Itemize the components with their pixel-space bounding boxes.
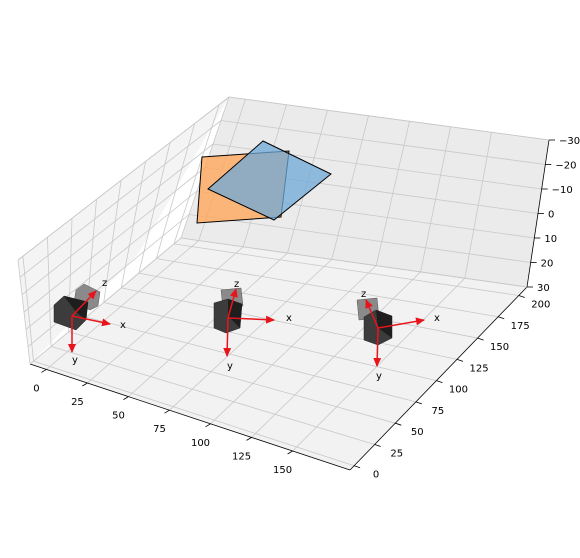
y-tick-mark: [374, 444, 381, 447]
x-axis-label: x: [120, 320, 126, 331]
pane-edge: [17, 259, 31, 365]
x-tick-label: 75: [153, 424, 166, 435]
y-tick-label: 25: [390, 448, 403, 459]
y-grid-line: [121, 287, 458, 360]
z-tick-label: 10: [544, 234, 557, 245]
z-tick-label: 0: [548, 210, 554, 221]
z-axis-label: z: [361, 289, 366, 300]
z-grid-line: [188, 214, 531, 263]
camera-frame-2: x y z: [213, 279, 292, 372]
y-tick-mark: [353, 465, 361, 469]
z-tick-label: −20: [555, 161, 576, 172]
z-grid-line-wall: [27, 214, 190, 347]
y-grid-line: [68, 331, 396, 424]
x-axis-line: [29, 363, 351, 471]
pane-left: [18, 97, 229, 364]
y-tick-mark: [415, 401, 422, 405]
z-axis-arrow: [227, 288, 238, 319]
y-tick-mark: [477, 337, 484, 341]
x-tick-label: 50: [112, 411, 125, 422]
y-tick-mark: [498, 316, 505, 320]
camera-frame-3: x y z: [356, 289, 440, 382]
z-grid-line-wall: [23, 167, 206, 313]
y-grid-line: [50, 346, 375, 445]
z-axis-arrow: [365, 299, 379, 329]
x-grid-line: [251, 271, 421, 438]
z-axis-label: z: [234, 279, 239, 290]
y-tick-label: 125: [469, 363, 488, 374]
z-tick-label: 20: [541, 259, 554, 270]
x-axis-arrow: [71, 315, 111, 327]
y-grid-line: [173, 243, 519, 296]
x-tick-mark: [246, 437, 252, 441]
blue-plane: [207, 140, 332, 221]
pane-edge: [180, 237, 528, 288]
y-tick-label: 0: [373, 470, 379, 481]
camera-frame-1: x y z: [53, 278, 126, 366]
pane-edge: [29, 237, 182, 365]
camera-body-face: [64, 296, 88, 320]
y-tick-label: 100: [449, 385, 468, 396]
pane-floor: [30, 238, 527, 470]
x-tick-label: 0: [33, 383, 39, 394]
x-axis-label: x: [286, 313, 292, 324]
y-tick-label: 50: [411, 427, 424, 438]
z-grid-line-wall: [19, 120, 222, 278]
x-axis-arrow: [377, 317, 425, 329]
y-grid-line: [103, 302, 437, 382]
x-grid-line: [87, 246, 244, 384]
x-tick-mark: [164, 409, 170, 414]
y-tick-mark: [436, 380, 443, 384]
y-tick-label: 75: [431, 406, 444, 417]
y-tick-mark: [518, 295, 525, 298]
y-tick-mark: [456, 358, 464, 362]
y-grid-line: [33, 360, 355, 467]
x-tick-mark: [205, 423, 211, 428]
z-grid-line-wall: [21, 143, 214, 295]
x-tick-label: 125: [232, 451, 251, 462]
z-tick-label: 30: [537, 283, 550, 294]
y-tick-label: 150: [490, 342, 509, 353]
z-tick-label: −10: [552, 185, 573, 196]
y-tick-mark: [395, 422, 402, 426]
x-axis-arrow: [227, 315, 275, 324]
x-grid-line: [210, 265, 377, 425]
x-tick-label: 150: [273, 465, 292, 476]
y-axis-arrow: [373, 327, 382, 367]
camera-body-face: [376, 310, 392, 338]
y-grid-line: [156, 258, 499, 318]
x-tick-mark: [41, 369, 47, 373]
x-tick-mark: [287, 450, 293, 455]
z-grid-line: [220, 120, 546, 165]
y-axis-label: y: [376, 371, 382, 382]
x-axis-label: x: [434, 313, 440, 324]
x-tick-mark: [82, 382, 88, 387]
x-tick-label: 25: [71, 397, 84, 408]
z-tick-label: −30: [559, 136, 580, 147]
z-axis-arrow: [71, 290, 97, 317]
y-axis-label: y: [227, 361, 233, 372]
x-grid-line: [128, 252, 288, 397]
x-grid-line: [169, 259, 333, 411]
y-axis-label: y: [72, 355, 78, 366]
y-tick-label: 175: [511, 321, 530, 332]
x-tick-mark: [123, 396, 129, 400]
y-grid-line: [138, 272, 478, 339]
x-tick-label: 100: [191, 438, 210, 449]
pane-edge: [228, 96, 550, 141]
y-grid-line: [86, 316, 416, 403]
z-axis-label: z: [102, 278, 107, 289]
y-axis-arrow: [223, 317, 232, 357]
y-axis-line: [349, 286, 528, 471]
pane-edge: [17, 96, 230, 261]
y-tick-label: 200: [531, 300, 550, 311]
pane-back: [181, 97, 549, 287]
